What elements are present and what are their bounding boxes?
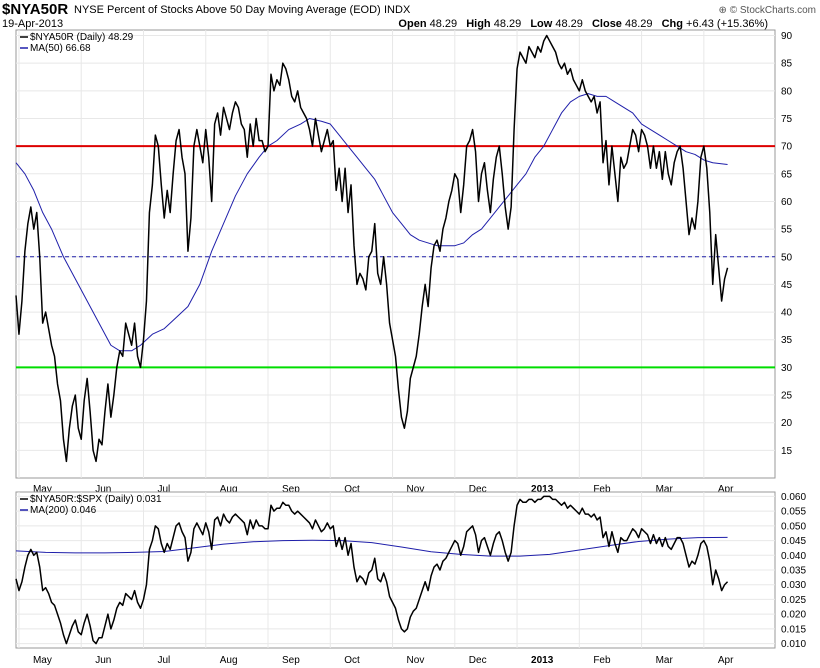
x-tick-label: Apr — [718, 484, 734, 495]
x-tick-label: Aug — [220, 655, 238, 666]
open-label: Open — [398, 18, 426, 30]
y-tick-label: 0.025 — [781, 595, 806, 606]
brand-label: ⊕ © StockCharts.com — [719, 5, 816, 16]
y-tick-label: 0.055 — [781, 507, 806, 518]
y-tick-label: 40 — [781, 308, 793, 319]
chg-value: +6.43 (+15.36%) — [686, 18, 768, 30]
y-tick-label: 45 — [781, 280, 793, 291]
chg-label: Chg — [662, 18, 683, 30]
x-tick-label: Mar — [656, 484, 674, 495]
y-tick-label: 0.040 — [781, 551, 806, 562]
y-tick-label: 70 — [781, 142, 793, 153]
price-series-line — [15, 34, 729, 463]
high-label: High — [466, 18, 491, 30]
x-tick-label: Nov — [407, 655, 425, 666]
x-tick-label: Oct — [344, 655, 360, 666]
y-tick-label: 80 — [781, 86, 793, 97]
y-tick-label: 15 — [781, 446, 793, 457]
x-tick-label: 2013 — [531, 655, 554, 666]
y-tick-label: 90 — [781, 31, 793, 42]
x-tick-label: Jun — [95, 655, 111, 666]
price-series-line — [15, 495, 729, 645]
symbol-description: NYSE Percent of Stocks Above 50 Day Movi… — [74, 4, 381, 16]
y-tick-label: 25 — [781, 391, 793, 402]
date-label: 19-Apr-2013 — [2, 18, 63, 30]
y-tick-label: 65 — [781, 169, 793, 180]
x-tick-label: Oct — [344, 484, 360, 495]
y-tick-label: 60 — [781, 197, 793, 208]
x-tick-label: Sep — [282, 484, 300, 495]
x-tick-label: Aug — [220, 484, 238, 495]
y-tick-label: 0.020 — [781, 610, 806, 621]
y-tick-label: 0.015 — [781, 624, 806, 635]
legend-entry: $NYA50R:$SPX (Daily) 0.031 — [30, 494, 162, 505]
close-label: Close — [592, 18, 622, 30]
y-tick-label: 35 — [781, 335, 793, 346]
y-tick-label: 0.060 — [781, 492, 806, 503]
y-tick-label: 0.045 — [781, 536, 806, 547]
y-tick-label: 0.050 — [781, 521, 806, 532]
x-tick-label: Dec — [469, 484, 487, 495]
y-tick-label: 0.010 — [781, 639, 806, 650]
low-label: Low — [530, 18, 552, 30]
x-tick-label: Sep — [282, 655, 300, 666]
plot-area — [15, 29, 776, 479]
y-tick-label: 30 — [781, 363, 793, 374]
main-price-panel: 15 20 25 30 35 40 45 50 55 60 65 70 75 80 85 90 May Jun Ju… — [15, 29, 793, 495]
symbol-title: $NYA50R — [2, 1, 68, 18]
legend-entry: MA(50) 66.68 — [30, 43, 91, 54]
legend-entry: $NYA50R (Daily) 48.29 — [30, 32, 134, 43]
x-tick-label: 2013 — [531, 484, 554, 495]
ohlc-readout: Open 48.29 High 48.29 Low 48.29 Close 48… — [398, 18, 768, 30]
brand-icon: ⊕ — [719, 5, 730, 16]
brand-text: © StockCharts.com — [730, 5, 816, 16]
x-tick-label: May — [33, 655, 52, 666]
x-tick-label: Nov — [407, 484, 425, 495]
y-tick-label: 55 — [781, 225, 793, 236]
x-tick-label: Mar — [656, 655, 674, 666]
y-tick-label: 20 — [781, 418, 793, 429]
y-tick-label: 0.030 — [781, 580, 806, 591]
low-value: 48.29 — [555, 18, 583, 30]
y-tick-label: 0.035 — [781, 566, 806, 577]
close-value: 48.29 — [625, 18, 653, 30]
x-tick-label: Jul — [157, 655, 170, 666]
exchange-label: INDX — [384, 4, 411, 16]
x-tick-label: Jul — [157, 484, 170, 495]
open-value: 48.29 — [430, 18, 458, 30]
y-tick-label: 85 — [781, 59, 793, 70]
high-value: 48.29 — [494, 18, 522, 30]
x-tick-label: May — [33, 484, 52, 495]
x-tick-label: Jun — [95, 484, 111, 495]
y-tick-label: 75 — [781, 114, 793, 125]
x-tick-label: Apr — [718, 655, 734, 666]
x-tick-label: Feb — [593, 484, 611, 495]
ratio-panel: 0.010 0.015 0.020 0.025 0.030 0.035 0.040 0.045… — [15, 491, 806, 666]
y-tick-label: 50 — [781, 252, 793, 263]
x-tick-label: Dec — [469, 655, 487, 666]
x-tick-label: Feb — [593, 655, 611, 666]
legend-entry: MA(200) 0.046 — [30, 505, 97, 516]
